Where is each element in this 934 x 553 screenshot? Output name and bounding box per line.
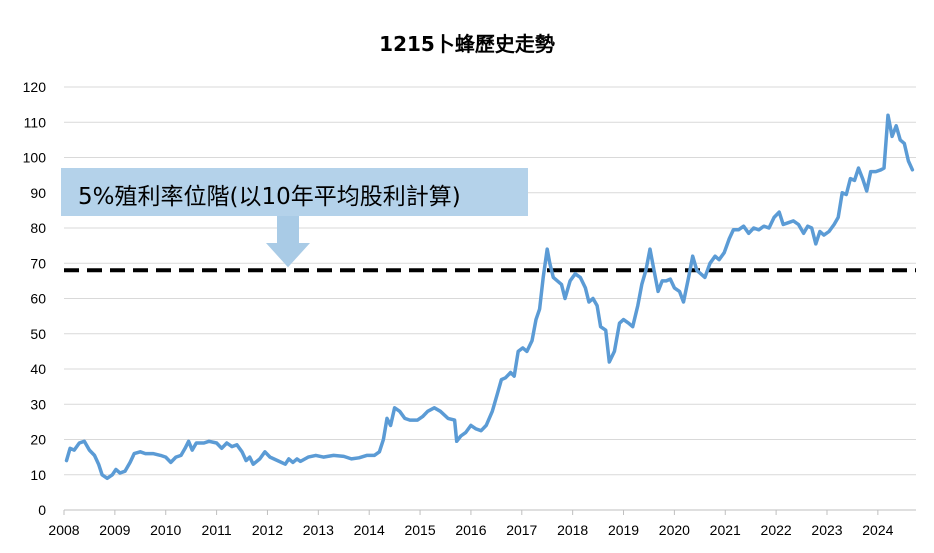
callout-arrow-layer	[266, 216, 310, 268]
y-tick-label: 90	[30, 185, 46, 201]
y-tick-label: 50	[30, 326, 46, 342]
x-tick-label: 2012	[252, 522, 283, 538]
y-tick-label: 40	[30, 361, 46, 377]
y-tick-label: 120	[23, 79, 47, 95]
annotation-text: 5%殖利率位階(以10年平均股利計算)	[78, 184, 461, 210]
series-layer	[64, 113, 915, 481]
x-tick-label: 2020	[659, 522, 690, 538]
x-tick-label: 2011	[202, 522, 232, 538]
x-tick-label: 2018	[557, 522, 588, 538]
x-tick-label: 2014	[354, 522, 385, 538]
x-tick-label: 2024	[862, 522, 893, 538]
x-tick-label: 2013	[303, 522, 334, 538]
axes: 0 10 20 30 40 50 60 70 80 90 100 110 120 2008 2009 2010…	[23, 79, 916, 538]
x-tick-label: 2009	[99, 522, 130, 538]
x-tick-label: 2022	[761, 522, 792, 538]
y-tick-label: 70	[30, 255, 46, 271]
x-tick-label: 2015	[404, 522, 435, 538]
x-tick-label: 2019	[608, 522, 639, 538]
x-tick-label: 2021	[710, 522, 741, 538]
x-tick-label: 2010	[150, 522, 181, 538]
y-tick-label: 110	[24, 114, 47, 130]
series-line	[64, 113, 915, 481]
y-tick-label: 0	[38, 502, 46, 518]
y-tick-label: 10	[30, 467, 46, 483]
y-tick-label: 30	[30, 396, 46, 412]
y-tick-label: 60	[30, 291, 46, 307]
x-tick-label: 2023	[811, 522, 842, 538]
chart-title: 1215卜蜂歷史走勢	[379, 32, 555, 56]
y-tick-label: 100	[23, 150, 47, 166]
y-tick-label: 80	[30, 220, 46, 236]
x-tick-label: 2017	[506, 522, 537, 538]
x-tick-label: 2008	[48, 522, 79, 538]
annotation-callout: 5%殖利率位階(以10年平均股利計算)	[61, 168, 528, 216]
callout-arrow	[266, 216, 310, 268]
x-tick-label: 2016	[455, 522, 486, 538]
y-tick-label: 20	[30, 432, 46, 448]
